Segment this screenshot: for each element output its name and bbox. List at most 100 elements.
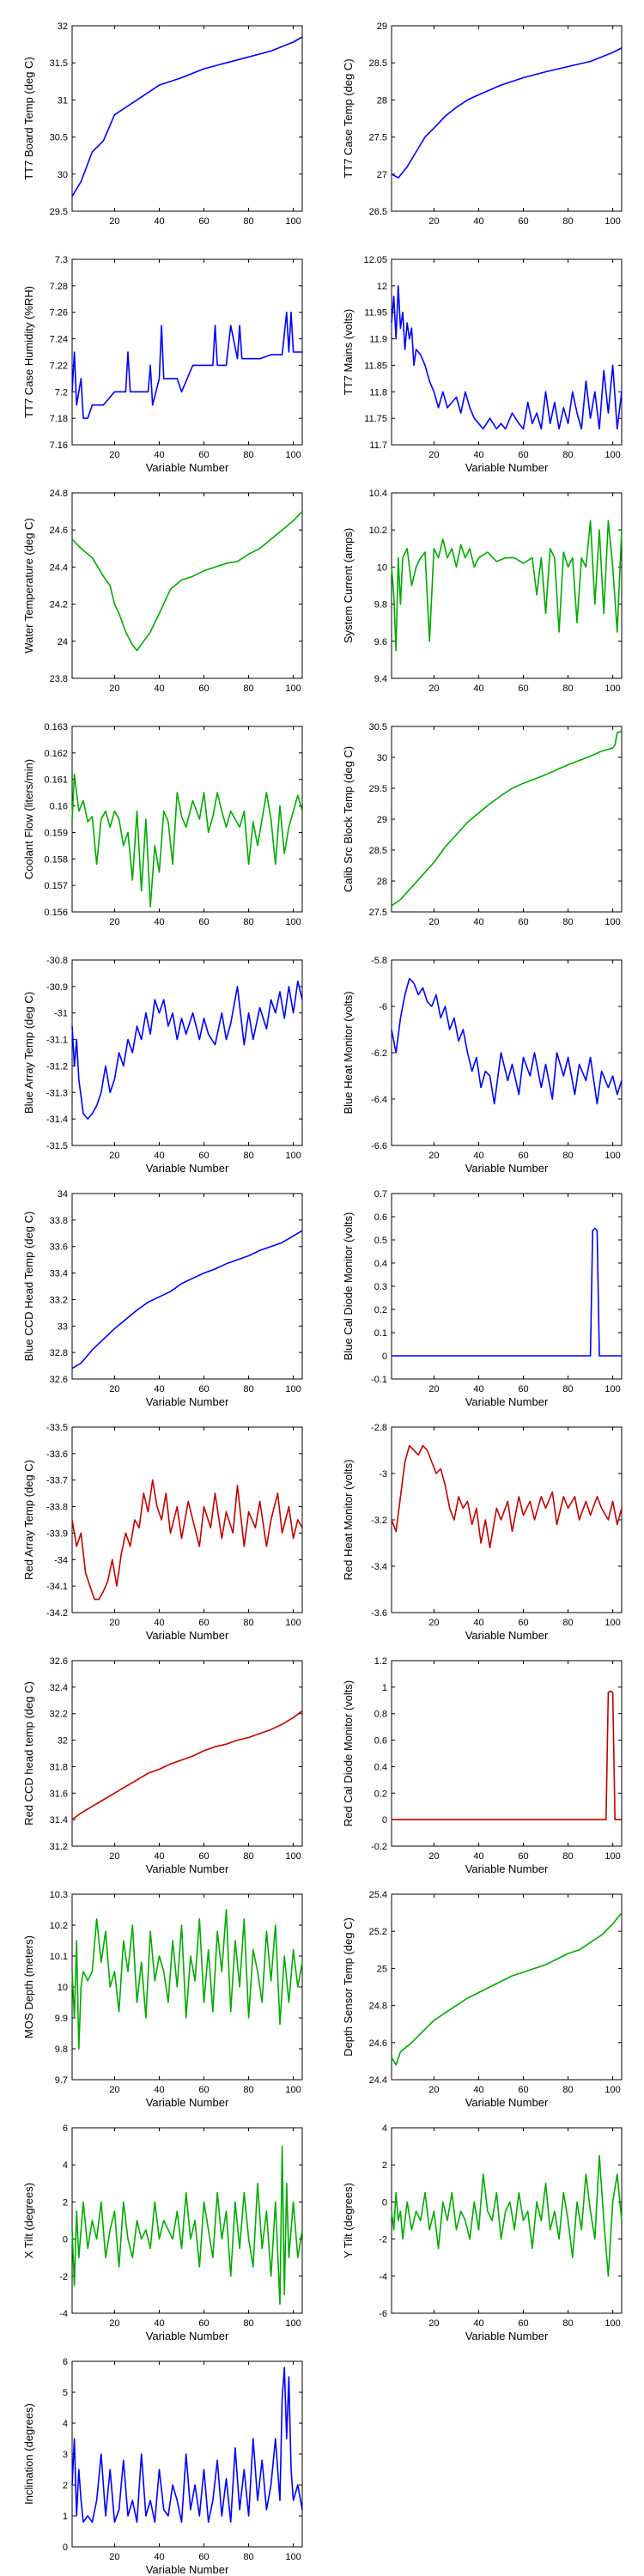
x-tick-label: 20 [109, 2085, 119, 2095]
y-tick-label: 0.162 [44, 749, 68, 759]
y-tick-label: -3.2 [371, 1516, 387, 1526]
y-tick-label: -34 [54, 1555, 68, 1565]
y-tick-label: 28.5 [369, 58, 387, 69]
y-tick-label: 28 [377, 877, 387, 887]
x-tick-label: 60 [198, 1851, 209, 1862]
chart-panel-4: 20 40 60 80 100 11.7 11.75 11.8 11.85 11.9 11.95 12… [342, 255, 623, 474]
y-tick-label: 0.1 [374, 1328, 387, 1339]
y-tick-label: 0.156 [44, 908, 68, 918]
x-tick-label: 40 [154, 1151, 164, 1161]
plot-frame [391, 1426, 623, 1613]
x-tick-label: 100 [605, 1851, 620, 1862]
y-tick-label: 32.4 [50, 1683, 68, 1693]
y-tick-label: -34.2 [46, 1608, 68, 1619]
y-axis-title: Y Tilt (degrees) [342, 2183, 355, 2258]
y-tick-label: 0.4 [374, 1259, 387, 1269]
plot-frame [71, 1426, 303, 1613]
y-axis-title: X Tilt (degrees) [22, 2183, 35, 2258]
x-tick-label: 100 [285, 1851, 301, 1862]
y-tick-label: 33.8 [50, 1216, 68, 1226]
plot-frame [391, 1893, 623, 2081]
y-tick-label: 24.2 [50, 600, 68, 611]
y-tick-label: 9.8 [374, 600, 387, 611]
y-tick-label: 0.159 [44, 828, 68, 838]
series-line [391, 1444, 623, 1549]
y-tick-label: 9.8 [55, 2044, 68, 2055]
y-tick-label: 4 [63, 2160, 68, 2171]
x-tick-label: 60 [198, 1384, 209, 1394]
x-tick-label: 60 [198, 2085, 209, 2095]
y-axis-title: Blue Array Temp (deg C) [22, 992, 35, 1114]
x-tick-label: 40 [473, 683, 483, 694]
plot-frame [71, 2127, 303, 2314]
y-tick-label: 12 [377, 282, 387, 292]
y-tick-label: -3.6 [371, 1608, 387, 1619]
y-tick-label: 0.3 [374, 1282, 387, 1292]
y-tick-label: 6 [63, 2123, 68, 2134]
y-tick-label: -4 [379, 2272, 387, 2282]
x-tick-label: 100 [285, 683, 301, 694]
y-axis-title: System Current (amps) [342, 528, 355, 643]
y-tick-label: 0 [382, 1352, 387, 1362]
y-tick-label: 27.5 [369, 133, 387, 143]
y-tick-label: 0.158 [44, 854, 68, 865]
x-tick-label: 20 [428, 2085, 439, 2095]
x-tick-label: 20 [428, 1851, 439, 1862]
y-tick-label: 24.6 [50, 526, 68, 536]
y-tick-label: 0.6 [374, 1736, 387, 1747]
x-axis-title: Variable Number [146, 1395, 229, 1408]
x-axis-title: Variable Number [465, 1862, 549, 1875]
y-tick-label: 28.5 [369, 846, 387, 856]
y-tick-label: -31.5 [46, 1141, 68, 1151]
y-tick-label: 33 [58, 1321, 68, 1332]
y-tick-label: 1.2 [374, 1656, 387, 1667]
y-tick-label: 30 [377, 753, 387, 763]
y-tick-label: 9.4 [374, 674, 387, 684]
chart-panel-7: 20 40 60 80 100 0.156 0.157 0.158 0.159 0.16 0.161… [22, 722, 303, 927]
x-tick-label: 100 [605, 1151, 620, 1161]
y-tick-label: 24.6 [369, 2038, 387, 2049]
x-tick-label: 60 [198, 2552, 209, 2562]
chart-panel-2: 20 40 60 80 100 26.5 27 27.5 28 28.5 29 TT7 Case Te… [342, 21, 623, 227]
y-tick-label: 7.3 [55, 255, 68, 265]
y-tick-label: 32.2 [50, 1710, 68, 1720]
y-tick-label: -2 [379, 2235, 387, 2245]
y-axis-title: Inclination (degrees) [22, 2403, 35, 2505]
x-tick-label: 40 [473, 216, 483, 227]
y-tick-label: 32 [58, 1736, 68, 1747]
y-tick-label: 24.4 [50, 562, 68, 573]
x-tick-label: 20 [109, 216, 119, 227]
x-tick-label: 60 [518, 2318, 528, 2329]
x-tick-label: 40 [154, 1384, 164, 1394]
chart-panel-19: 20 40 60 80 100 -4 -2 0 2 4 6 X Tilt (degrees) Varia… [22, 2123, 303, 2342]
x-tick-label: 40 [473, 450, 483, 460]
x-tick-label: 40 [154, 1618, 164, 1628]
x-tick-label: 80 [243, 1384, 253, 1394]
series-line [391, 1912, 623, 2066]
x-tick-label: 80 [562, 683, 573, 694]
y-axis-title: Red Array Temp (deg C) [22, 1460, 35, 1580]
y-axis-title: TT7 Case Temp (deg C) [342, 58, 355, 178]
x-tick-label: 80 [562, 1384, 573, 1394]
x-tick-label: 20 [109, 2552, 119, 2562]
x-tick-label: 80 [243, 450, 253, 460]
chart-panel-8: 20 40 60 80 100 27.5 28 28.5 29 29.5 30 30.5 Calib S… [342, 722, 623, 927]
y-tick-label: 31.2 [50, 1842, 68, 1852]
x-tick-label: 20 [109, 1618, 119, 1628]
x-tick-label: 80 [562, 216, 573, 227]
y-tick-label: 0.7 [374, 1189, 387, 1200]
y-tick-label: 0.6 [374, 1212, 387, 1223]
y-tick-label: 0.16 [50, 802, 68, 812]
x-axis-title: Variable Number [465, 1629, 549, 1642]
y-tick-label: 31.5 [50, 58, 68, 69]
y-tick-label: -31.4 [46, 1115, 68, 1125]
y-tick-label: -33.6 [46, 1449, 68, 1460]
y-tick-label: 33.2 [50, 1295, 68, 1305]
plot-frame [71, 1193, 303, 1380]
y-tick-label: 24.8 [50, 489, 68, 499]
y-tick-label: 11.7 [369, 440, 387, 451]
series-line [71, 36, 303, 197]
y-tick-label: 7.22 [50, 361, 68, 371]
x-tick-label: 60 [198, 216, 209, 227]
y-tick-label: 5 [63, 2388, 68, 2398]
